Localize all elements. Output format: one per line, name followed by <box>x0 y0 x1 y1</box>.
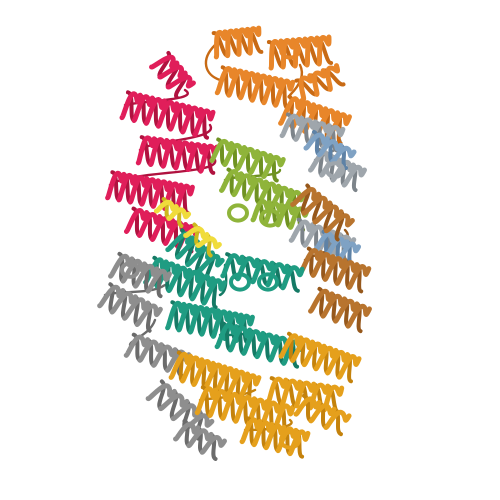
helix-amber-34 <box>278 331 362 384</box>
helix-yellow-37 <box>153 196 192 229</box>
helix-ribbons <box>97 25 372 461</box>
helix-yellow-38 <box>183 222 222 258</box>
helix-olive-10 <box>209 137 286 183</box>
helix-brown-20 <box>308 286 372 334</box>
helix-gray-27 <box>97 282 163 333</box>
helix-amber-33 <box>239 416 311 459</box>
coil-orange-0 <box>204 43 222 82</box>
helix-crimson-6 <box>119 90 216 140</box>
helix-end-amber-7 <box>279 430 301 450</box>
helix-gray-30 <box>173 419 227 461</box>
helix-end-orange-6 <box>279 40 301 60</box>
helix-orange-4 <box>294 63 346 102</box>
helix-teal-23 <box>220 252 305 293</box>
helix-steel-blue-16 <box>303 129 357 171</box>
helix-end-gray-4 <box>120 261 140 279</box>
helix-end-teal-2 <box>229 272 251 292</box>
helix-brown-18 <box>290 183 355 242</box>
helix-gray-29 <box>145 379 215 441</box>
helix-end-olive-0 <box>227 203 249 223</box>
helix-end-teal-3 <box>257 272 279 292</box>
helix-crimson-5 <box>149 50 196 100</box>
helix-crimson-8 <box>105 170 195 215</box>
helix-orange-0 <box>211 25 264 60</box>
helix-end-olive-1 <box>259 208 281 228</box>
helix-orange-2 <box>214 65 296 110</box>
helix-end-silver-5 <box>325 161 345 179</box>
helix-amber-36 <box>293 393 352 437</box>
helix-brown-19 <box>298 246 372 294</box>
helix-crimson-7 <box>135 135 220 175</box>
